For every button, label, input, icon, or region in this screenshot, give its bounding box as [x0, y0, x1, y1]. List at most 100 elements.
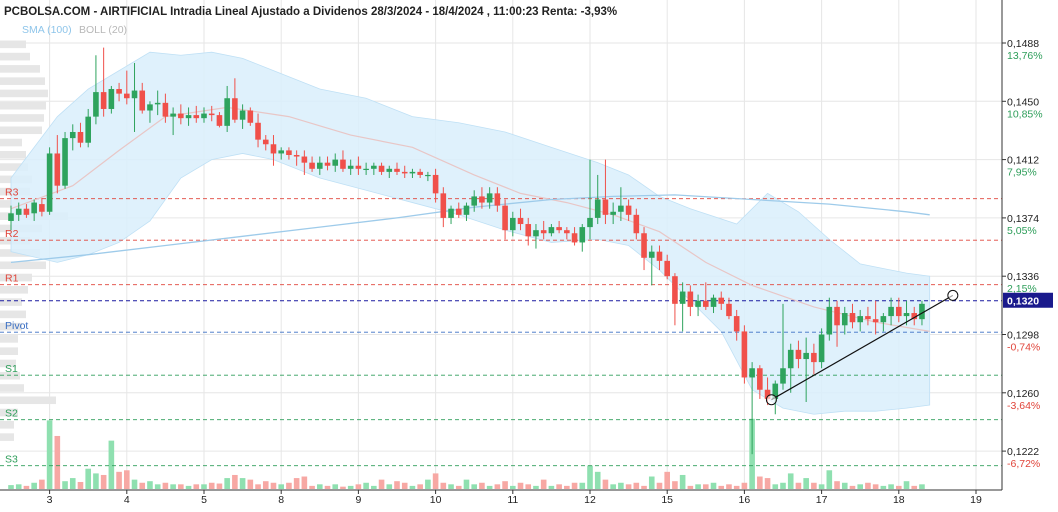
candle-body: [625, 205, 632, 215]
percent-tick-label: -0,74%: [1007, 342, 1040, 354]
candle-body: [486, 193, 493, 203]
volume-bar: [641, 485, 647, 489]
volume-bar: [548, 485, 555, 489]
candle-body: [386, 168, 393, 172]
level-label-r3: R3: [5, 187, 19, 199]
pivot-levels: R3 R2 R1 Pivot S1 S2 S3: [0, 187, 1002, 467]
volume-bar: [517, 482, 524, 489]
time-tick-label: 18: [893, 494, 905, 506]
volume-bar: [224, 478, 230, 489]
candle-body: [401, 171, 408, 174]
candle-body: [255, 122, 261, 140]
volume-bar: [764, 478, 771, 489]
profile-bar: [0, 359, 16, 368]
trendline[interactable]: [765, 289, 959, 406]
volume-bar: [502, 481, 508, 489]
candle-body: [888, 306, 894, 317]
volume-bar: [911, 485, 918, 489]
candle-body: [525, 224, 532, 237]
legend-sma[interactable]: SMA (100): [22, 24, 72, 36]
volume-bar: [401, 482, 408, 489]
candle-body: [633, 214, 640, 234]
profile-bar: [0, 138, 22, 147]
volume-bar: [540, 479, 547, 489]
volume-bar: [440, 482, 447, 489]
volume-bar: [463, 479, 470, 489]
candle-body: [170, 113, 176, 117]
candle-body: [919, 303, 925, 320]
volume-bar: [849, 485, 856, 489]
candle-body: [564, 230, 570, 234]
level-label-r2: R2: [5, 228, 19, 240]
candle-body: [795, 349, 802, 360]
candle-body: [718, 297, 725, 304]
candle-body: [818, 334, 825, 363]
candle-body: [772, 383, 779, 399]
candle-body: [679, 291, 686, 304]
candle-body: [517, 217, 524, 225]
candle-body: [695, 300, 701, 307]
volume-bars: [8, 418, 925, 489]
level-label-r1: R1: [5, 273, 19, 285]
candle-body: [463, 205, 470, 215]
volume-bar: [378, 479, 385, 489]
volume-bar: [865, 482, 871, 489]
volume-bar: [355, 484, 362, 489]
volume-bar: [100, 474, 107, 489]
profile-bar: [0, 273, 32, 282]
candle-body: [62, 138, 68, 186]
volume-bar: [15, 484, 22, 489]
volume-bar: [841, 482, 848, 489]
profile-bar: [0, 163, 28, 171]
volume-bar: [332, 484, 339, 489]
volume-bar: [448, 484, 454, 489]
candle-body: [201, 113, 207, 119]
profile-bar: [0, 101, 46, 110]
volume-bar: [409, 485, 416, 489]
candle-body: [571, 233, 578, 243]
price-tick-label: 0,1222: [1007, 446, 1039, 458]
trendline-handle-start[interactable]: [765, 394, 777, 406]
candle-body: [293, 154, 300, 157]
candle-body: [425, 174, 431, 177]
volume-bar: [8, 485, 14, 489]
volume-bar: [62, 481, 68, 489]
trendline-segment[interactable]: [771, 294, 954, 401]
volume-bar: [116, 471, 122, 489]
volume-bar: [286, 482, 292, 489]
chart-title: PCBOLSA.COM - AIRTIFICIAL Intradia Linea…: [4, 6, 617, 18]
volume-bar: [610, 484, 616, 489]
candle-body: [648, 251, 655, 258]
candle-body: [872, 319, 879, 323]
volume-bar: [108, 440, 115, 489]
volume-bar: [896, 485, 902, 489]
legend-boll[interactable]: BOLL (20): [79, 24, 127, 36]
level-label-s2: S2: [5, 408, 18, 420]
trendline-handle-end[interactable]: [947, 289, 959, 301]
level-label-s3: S3: [5, 454, 18, 466]
volume-bar: [486, 485, 493, 489]
profile-bar: [0, 286, 28, 294]
volume-bar: [262, 481, 269, 489]
volume-bar: [347, 485, 354, 489]
candle-body: [432, 174, 439, 194]
volume-bar: [679, 474, 686, 489]
candle-body: [409, 171, 416, 174]
volume-bar: [733, 485, 740, 489]
last-price-label: 0,1320: [1007, 296, 1039, 308]
volume-bar: [31, 482, 37, 489]
candle-body: [262, 139, 269, 145]
candle-body: [803, 352, 809, 360]
volume-bar: [533, 485, 539, 489]
volume-bar: [432, 473, 439, 489]
profile-bar: [0, 77, 45, 85]
price-tick-label: 0,1488: [1007, 38, 1039, 50]
volume-bar: [633, 482, 640, 489]
candle-body: [15, 208, 22, 215]
candle-body: [479, 196, 485, 203]
price-axis-panel: [1002, 0, 1058, 512]
volume-bar: [85, 468, 91, 489]
time-tick-label: 5: [201, 494, 207, 506]
